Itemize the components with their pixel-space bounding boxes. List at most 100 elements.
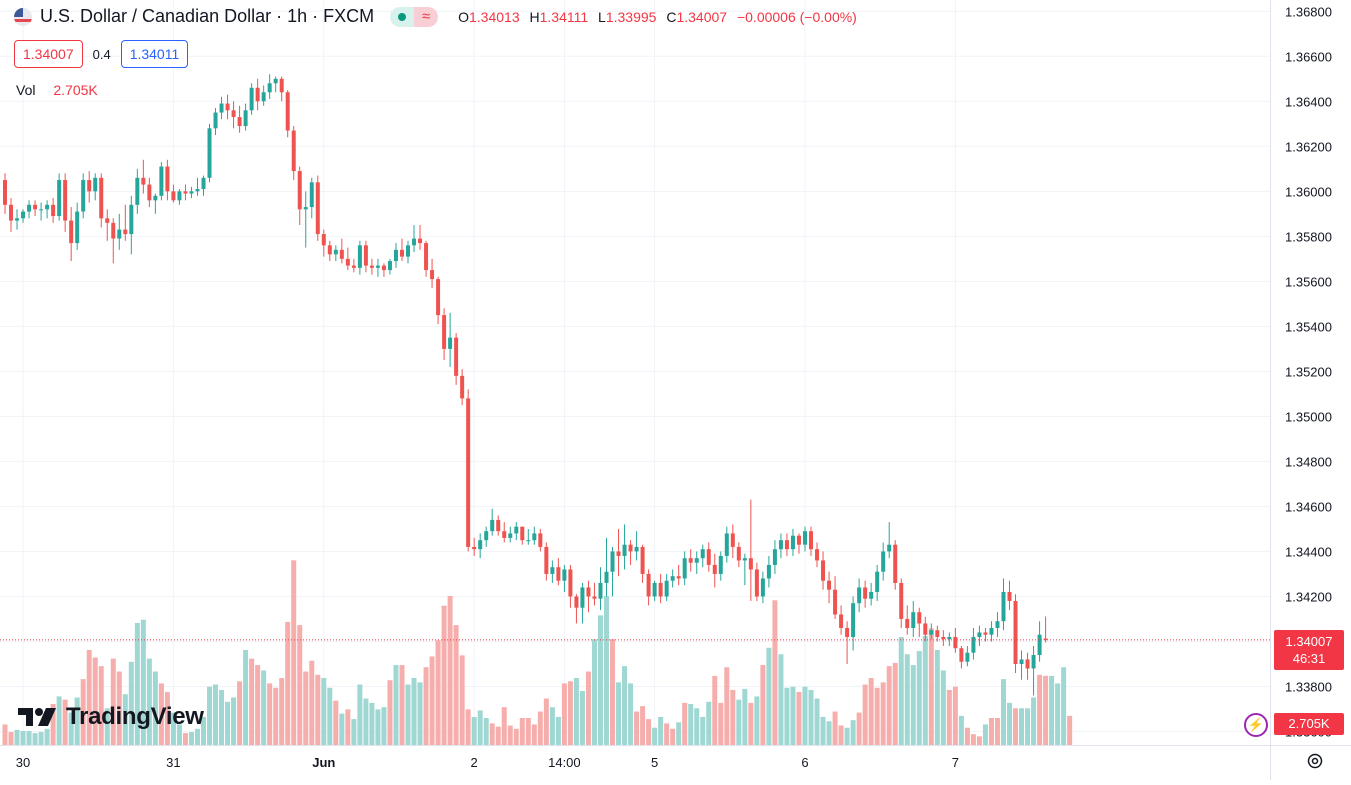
market-status-pill[interactable]: ≈: [390, 6, 439, 27]
bar-countdown: 46:31: [1292, 650, 1326, 666]
volume-bar: [940, 670, 946, 745]
price-axis[interactable]: 1.36800 1.36600 1.36400 1.36200 1.36000 1.358…: [1270, 0, 1351, 745]
volume-bar: [339, 713, 345, 745]
candle-body: [712, 564, 717, 574]
candle-body: [772, 549, 777, 565]
candle: [845, 621, 850, 664]
candle-body: [796, 535, 801, 545]
candle: [255, 78, 260, 111]
candle-body: [460, 375, 465, 399]
price-tick-label: 1.35200: [1285, 364, 1332, 379]
time-tick-label: 31: [166, 755, 180, 770]
candle: [586, 580, 591, 613]
volume-bar: [892, 662, 898, 745]
price-tick-label: 1.35600: [1285, 274, 1332, 289]
candle: [466, 389, 471, 552]
candle: [1037, 621, 1042, 662]
candle-body: [899, 582, 904, 619]
candle-body: [129, 204, 134, 235]
candle: [893, 540, 898, 590]
candle-body: [947, 636, 952, 640]
sell-button[interactable]: 1.34007: [14, 40, 83, 68]
candle-body: [177, 191, 182, 201]
tradingview-logo[interactable]: TradingView: [18, 703, 204, 731]
candle-body: [893, 544, 898, 583]
volume-bar: [922, 635, 928, 745]
candle: [502, 522, 507, 543]
volume-bar: [471, 716, 477, 745]
volume-bar: [405, 684, 411, 745]
candle-body: [520, 526, 525, 541]
candle: [568, 564, 573, 608]
price-tick-label: 1.33800: [1285, 679, 1332, 694]
candle: [520, 526, 525, 545]
candle: [490, 508, 495, 536]
candlestick-chart[interactable]: [0, 0, 1270, 745]
volume-bar: [116, 671, 122, 745]
candle: [201, 175, 206, 196]
volume-bar: [297, 625, 303, 745]
candle: [923, 616, 928, 642]
candle: [917, 607, 922, 637]
price-tick-label: 1.34200: [1285, 589, 1332, 604]
chart-area[interactable]: [0, 0, 1270, 745]
candle: [69, 207, 74, 262]
lightning-icon[interactable]: ⚡: [1244, 713, 1268, 737]
volume-bar: [255, 665, 261, 745]
volume-bar: [826, 721, 832, 745]
volume-bar: [477, 710, 483, 745]
candle-body: [351, 265, 356, 268]
spread-value: 0.4: [92, 46, 111, 62]
candle: [700, 544, 705, 568]
volume-bar: [862, 684, 868, 745]
price-tick-label: 1.36000: [1285, 184, 1332, 199]
candle-body: [369, 265, 374, 268]
candle: [153, 193, 158, 214]
candle: [778, 533, 783, 559]
price-tick-label: 1.36200: [1285, 139, 1332, 154]
candle-body: [418, 238, 423, 244]
volume-bar: [68, 712, 74, 745]
volume-bar: [946, 689, 952, 745]
candle-body: [1013, 600, 1018, 664]
settings-gear-icon[interactable]: [1306, 752, 1324, 770]
candle-body: [935, 630, 940, 637]
candle: [712, 553, 717, 588]
buy-button[interactable]: 1.34011: [120, 40, 189, 68]
candle-body: [496, 519, 501, 532]
volume-bar: [724, 667, 730, 745]
volume-bar: [26, 730, 32, 745]
candle-body: [550, 567, 555, 574]
candle-body: [273, 78, 278, 84]
ohlc-values: O1.34013 H1.34111 L1.33995 C1.34007 −0.0…: [458, 8, 857, 25]
volume-bar: [778, 654, 784, 745]
volume-bar: [321, 678, 327, 745]
candle-body: [658, 582, 663, 597]
price-tick-label: 1.36600: [1285, 49, 1332, 64]
candle: [171, 184, 176, 203]
volume-bar: [519, 718, 525, 745]
candle: [219, 96, 224, 120]
volume-bar: [958, 715, 964, 745]
symbol-title[interactable]: U.S. Dollar / Canadian Dollar · 1h · FXC…: [40, 6, 375, 26]
volume-legend[interactable]: Vol 2.705K: [16, 82, 98, 98]
candle: [147, 177, 152, 208]
volume-bar: [351, 719, 357, 745]
candle-body: [291, 130, 296, 172]
candle: [526, 528, 531, 545]
volume-bar: [640, 706, 646, 745]
volume-bar: [742, 688, 748, 745]
candle: [243, 103, 248, 131]
candle: [899, 578, 904, 628]
candle: [231, 101, 236, 129]
volume-bar: [56, 696, 62, 745]
candle-body: [345, 258, 350, 266]
time-tick-label: 5: [651, 755, 658, 770]
candle-body: [941, 636, 946, 640]
time-axis[interactable]: 30 31 Jun 2 14:00 5 6 7: [0, 745, 1270, 780]
candle-body: [953, 636, 958, 649]
volume-bar: [904, 654, 910, 745]
candle-body: [700, 549, 705, 559]
volume-bar: [86, 649, 92, 745]
candle-body: [760, 578, 765, 597]
